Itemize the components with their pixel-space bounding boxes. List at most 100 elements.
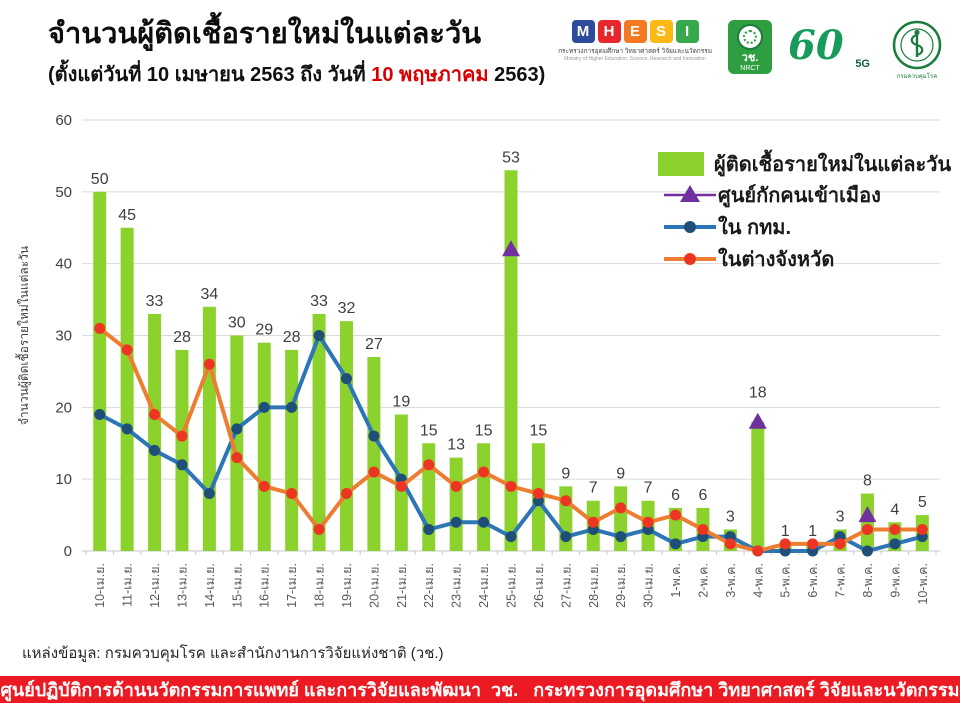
line-marker-dot bbox=[203, 358, 215, 370]
mhesi-english-name: Ministry of Higher Education, Science, R… bbox=[564, 56, 706, 62]
x-tick-label: 10-พ.ค. bbox=[916, 563, 930, 605]
x-tick-label: 21-เม.ย. bbox=[395, 563, 409, 608]
line-marker-dot bbox=[231, 423, 243, 435]
line-marker-dot bbox=[861, 523, 873, 535]
legend-line-dot bbox=[684, 253, 696, 265]
line-marker-dot bbox=[423, 523, 435, 535]
x-tick-label: 1-พ.ค. bbox=[669, 563, 683, 598]
footer-bar: ศูนย์ปฏิบัติการด้านนวัตกรรมการแพทย์ และก… bbox=[0, 676, 960, 703]
legend-bar-swatch bbox=[658, 152, 704, 176]
x-tick-label: 10-เม.ย. bbox=[93, 563, 107, 608]
x-tick-label: 30-เม.ย. bbox=[642, 563, 656, 608]
y-tick-label: 10 bbox=[55, 471, 72, 488]
x-tick-label: 14-เม.ย. bbox=[203, 563, 217, 608]
bar-value-label: 6 bbox=[698, 487, 707, 504]
line-marker-dot bbox=[395, 480, 407, 492]
line-marker-dot bbox=[121, 344, 133, 356]
mhesi-letter-i-icon: I bbox=[675, 20, 699, 43]
mhesi-letter-m-icon: M bbox=[571, 20, 595, 43]
line-marker-dot bbox=[450, 516, 462, 528]
line-marker-dot bbox=[94, 409, 106, 421]
line-marker-dot bbox=[916, 523, 928, 535]
x-tick-label: 16-เม.ย. bbox=[258, 563, 272, 608]
bar-value-label: 15 bbox=[475, 422, 493, 439]
legend-line-label: ในต่างจังหวัด bbox=[718, 247, 834, 271]
source-note: แหล่งข้อมูล: กรมควบคุมโรค และสำนักงานการ… bbox=[22, 645, 444, 662]
bar-value-label: 34 bbox=[200, 286, 218, 303]
chart-bar bbox=[312, 313, 326, 551]
page-title: จำนวนผู้ติดเชื้อรายใหม่ในแต่ละวัน bbox=[48, 18, 482, 50]
x-tick-label: 7-พ.ค. bbox=[834, 563, 848, 598]
legend-triangle-icon bbox=[680, 185, 700, 202]
mhesi-letter-tiles: M H E S I bbox=[571, 20, 699, 43]
line-marker-dot bbox=[670, 509, 682, 521]
x-tick-label: 29-เม.ย. bbox=[614, 563, 628, 608]
chart-bar bbox=[230, 335, 244, 551]
y-tick-label: 60 bbox=[55, 112, 72, 129]
bar-value-label: 3 bbox=[726, 508, 735, 525]
bar-value-label: 28 bbox=[173, 329, 191, 346]
line-marker-dot bbox=[286, 401, 298, 413]
line-marker-dot bbox=[615, 531, 627, 543]
x-tick-label: 13-เม.ย. bbox=[175, 563, 189, 608]
y-tick-label: 0 bbox=[64, 543, 72, 560]
line-marker-dot bbox=[368, 466, 380, 478]
x-tick-label: 5-พ.ค. bbox=[779, 563, 793, 598]
x-tick-label: 28-เม.ย. bbox=[587, 563, 601, 608]
chart-bar bbox=[175, 349, 189, 551]
line-marker-dot bbox=[889, 538, 901, 550]
legend-bar-label: ผู้ติดเชื้อรายใหม่ในแต่ละวัน bbox=[714, 149, 951, 178]
y-tick-label: 50 bbox=[55, 184, 72, 201]
x-tick-label: 19-เม.ย. bbox=[340, 563, 354, 608]
bar-value-label: 4 bbox=[890, 501, 899, 518]
line-marker-dot bbox=[313, 330, 325, 341]
line-marker-dot bbox=[231, 452, 243, 464]
line-marker-dot bbox=[560, 495, 572, 507]
mhesi-letter-h-icon: H bbox=[597, 20, 621, 43]
line-marker-dot bbox=[121, 423, 133, 435]
line-marker-dot bbox=[286, 488, 298, 500]
bar-value-label: 28 bbox=[283, 329, 301, 346]
chart-bar bbox=[148, 313, 162, 551]
x-tick-label: 2-พ.ค. bbox=[696, 563, 710, 598]
y-tick-label: 30 bbox=[55, 328, 72, 345]
chart-bar bbox=[504, 170, 518, 551]
y-axis-title: จำนวนผู้ติดเชื้อรายใหม่ในแต่ละวัน bbox=[15, 246, 32, 425]
line-marker-dot bbox=[203, 488, 215, 500]
bar-value-label: 7 bbox=[644, 480, 653, 497]
bar-value-label: 29 bbox=[255, 322, 273, 339]
x-tick-label: 11-เม.ย. bbox=[121, 563, 135, 607]
ddc-seal-icon bbox=[892, 20, 942, 70]
x-tick-label: 20-เม.ย. bbox=[367, 563, 381, 608]
line-marker-dot bbox=[176, 459, 188, 471]
chart-bar bbox=[751, 421, 765, 551]
line-marker-dot bbox=[861, 545, 873, 557]
bar-value-label: 30 bbox=[228, 315, 246, 332]
nrct-eng-abbr: NRCT bbox=[740, 65, 760, 72]
x-tick-label: 15-เม.ย. bbox=[230, 563, 244, 608]
line-marker-dot bbox=[560, 531, 572, 543]
line-marker-dot bbox=[532, 488, 544, 500]
x-tick-label: 6-พ.ค. bbox=[806, 563, 820, 598]
chart-bar bbox=[285, 349, 299, 551]
line-marker-dot bbox=[505, 480, 517, 492]
x-tick-label: 3-พ.ค. bbox=[724, 563, 738, 598]
bar-value-label: 33 bbox=[146, 293, 164, 310]
mhesi-letter-s-icon: S bbox=[649, 20, 673, 43]
mhesi-letter-e-icon: E bbox=[623, 20, 647, 43]
x-tick-label: 24-เม.ย. bbox=[477, 563, 491, 608]
x-tick-label: 17-เม.ย. bbox=[285, 563, 299, 608]
line-marker-dot bbox=[807, 538, 819, 550]
bar-value-label: 5 bbox=[918, 494, 927, 511]
chart-bar bbox=[339, 321, 353, 551]
line-marker-dot bbox=[505, 531, 517, 543]
sixty-5g-tag: 5G bbox=[855, 58, 870, 70]
line-marker-dot bbox=[94, 322, 106, 334]
chart-bar bbox=[367, 357, 381, 551]
bar-value-label: 1 bbox=[808, 523, 817, 540]
y-tick-label: 20 bbox=[55, 399, 72, 416]
page-header: จำนวนผู้ติดเชื้อรายใหม่ในแต่ละวัน (ตั้งแ… bbox=[0, 0, 960, 104]
x-tick-label: 18-เม.ย. bbox=[313, 563, 327, 608]
line-marker-dot bbox=[587, 516, 599, 528]
x-tick-label: 27-เม.ย. bbox=[559, 563, 573, 608]
